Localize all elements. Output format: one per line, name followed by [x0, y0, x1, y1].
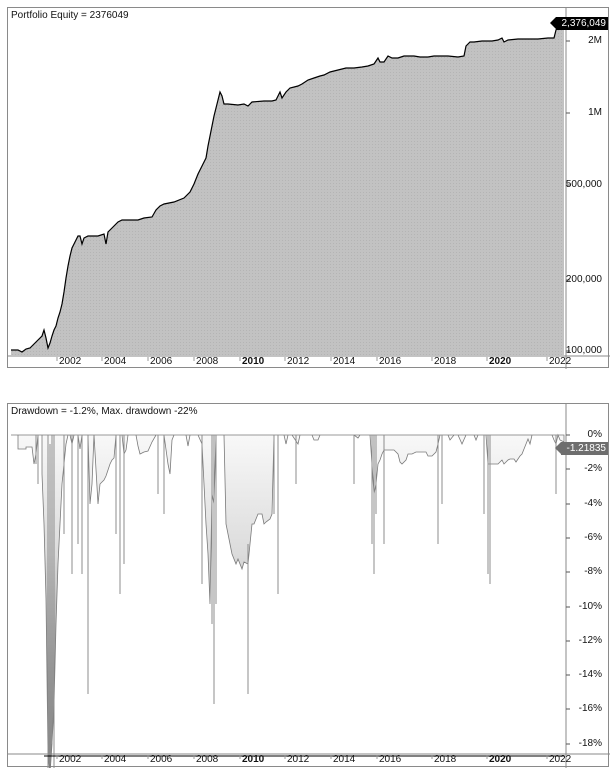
x-label-2006: 2006	[150, 356, 173, 367]
y-label-minus-8: -8%	[584, 566, 602, 577]
x-axis-ticks	[56, 755, 548, 759]
drawdown-chart-panel: Drawdown = -1.2%, Max. drawdown -22% -1.…	[7, 403, 610, 768]
x-label-2022: 2022	[549, 356, 572, 367]
x-label-2002: 2002	[59, 754, 82, 765]
equity-chart-title: Portfolio Equity = 2376049	[11, 10, 129, 21]
x-label-2010: 2010	[242, 754, 265, 765]
y-label-minus-18: -18%	[578, 738, 602, 749]
y-label-minus-4: -4%	[584, 498, 602, 509]
x-axis-ticks	[56, 357, 548, 361]
y-axis-ticks	[566, 434, 570, 745]
equity-value-tag: 2,376,049	[549, 17, 608, 30]
y-label-minus-16: -16%	[578, 703, 602, 714]
x-label-2020: 2020	[489, 754, 512, 765]
y-axis-ticks	[566, 40, 570, 352]
y-label-2m: 2M	[588, 35, 602, 46]
drawdown-chart-svg	[8, 404, 610, 768]
x-label-2006: 2006	[150, 754, 173, 765]
x-label-2012: 2012	[287, 356, 310, 367]
y-label-1m: 1M	[588, 107, 602, 118]
x-label-2018: 2018	[434, 754, 457, 765]
x-label-2004: 2004	[104, 754, 127, 765]
y-label-minus-10: -10%	[578, 601, 602, 612]
y-label-200k: 200,000	[565, 274, 602, 285]
x-label-2014: 2014	[333, 754, 356, 765]
drawdown-spikes	[35, 435, 557, 768]
x-label-2018: 2018	[434, 356, 457, 367]
y-label-minus-14: -14%	[578, 669, 602, 680]
x-label-2002: 2002	[59, 356, 82, 367]
equity-line	[11, 22, 566, 353]
y-label-500k: 500,000	[565, 179, 602, 190]
y-label-minus-12: -12%	[578, 635, 602, 646]
x-label-2016: 2016	[379, 754, 402, 765]
x-label-2012: 2012	[287, 754, 310, 765]
y-label-minus-2: -2%	[584, 463, 602, 474]
x-label-2020: 2020	[489, 356, 512, 367]
x-label-2008: 2008	[196, 754, 219, 765]
drawdown-value-tag: -1.21835	[554, 442, 608, 455]
drawdown-chart-title: Drawdown = -1.2%, Max. drawdown -22%	[11, 406, 198, 417]
equity-chart-panel: Portfolio Equity = 2376049 2,376,049 2M …	[7, 7, 610, 369]
x-label-2008: 2008	[196, 356, 219, 367]
equity-area	[11, 22, 564, 356]
y-label-minus-6: -6%	[584, 532, 602, 543]
x-label-2004: 2004	[104, 356, 127, 367]
equity-chart-svg	[8, 8, 610, 369]
y-label-0: 0%	[587, 429, 602, 440]
x-label-2010: 2010	[242, 356, 265, 367]
y-label-100k: 100,000	[565, 345, 602, 356]
x-label-2022: 2022	[549, 754, 572, 765]
x-label-2016: 2016	[379, 356, 402, 367]
drawdown-area	[11, 433, 565, 768]
x-label-2014: 2014	[333, 356, 356, 367]
